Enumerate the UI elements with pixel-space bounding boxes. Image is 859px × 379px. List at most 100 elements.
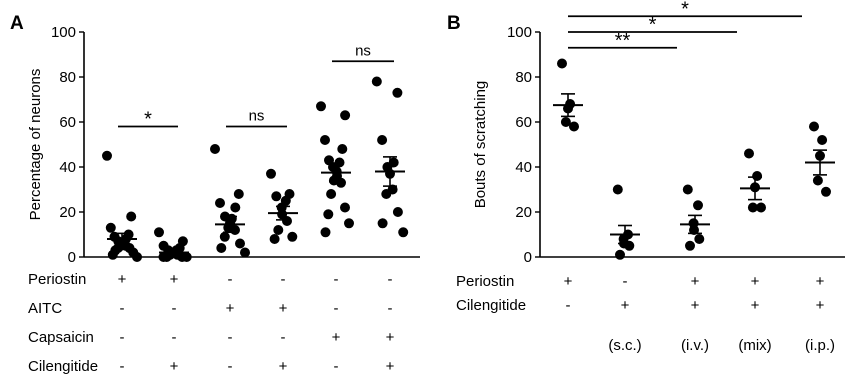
data-point bbox=[569, 121, 579, 132]
data-point bbox=[230, 202, 241, 213]
data-point bbox=[126, 211, 137, 222]
route-label: (s.c.) bbox=[608, 337, 641, 354]
data-point bbox=[812, 175, 823, 186]
data-point bbox=[266, 168, 276, 179]
y-tick-label: 100 bbox=[507, 24, 532, 41]
data-point bbox=[809, 121, 819, 132]
data-point bbox=[377, 135, 388, 145]
y-tick-label: 40 bbox=[59, 159, 76, 176]
data-point bbox=[215, 198, 225, 208]
data-point bbox=[287, 231, 298, 242]
data-point bbox=[273, 225, 284, 235]
data-point bbox=[398, 227, 409, 238]
data-point bbox=[282, 216, 292, 226]
y-tick-label: 20 bbox=[515, 204, 532, 221]
condition-value: + bbox=[279, 358, 288, 375]
condition-value: - bbox=[334, 300, 339, 317]
y-axis-label: Bouts of scratching bbox=[472, 81, 489, 209]
condition-value: + bbox=[332, 329, 341, 346]
data-point bbox=[316, 101, 326, 112]
condition-value: - bbox=[281, 271, 286, 288]
condition-value: + bbox=[691, 273, 700, 290]
data-point bbox=[821, 186, 831, 197]
condition-label: Capsaicin bbox=[28, 329, 94, 346]
y-tick-label: 0 bbox=[68, 249, 76, 266]
condition-value: - bbox=[172, 329, 177, 346]
y-tick-label: 40 bbox=[515, 159, 532, 176]
y-tick-label: 0 bbox=[524, 249, 532, 266]
condition-value: - bbox=[623, 273, 628, 290]
condition-value: - bbox=[120, 329, 125, 346]
data-point bbox=[181, 252, 192, 262]
condition-value: + bbox=[118, 271, 127, 288]
condition-value: - bbox=[228, 358, 233, 375]
data-point bbox=[557, 58, 567, 69]
condition-value: - bbox=[281, 329, 286, 346]
data-point bbox=[320, 135, 330, 145]
y-tick-label: 80 bbox=[59, 69, 76, 86]
data-point bbox=[340, 110, 351, 121]
data-point bbox=[682, 184, 693, 195]
data-point bbox=[154, 227, 164, 238]
data-point bbox=[235, 238, 245, 249]
condition-label: Periostin bbox=[28, 271, 86, 288]
condition-value: - bbox=[120, 300, 125, 317]
condition-value: - bbox=[120, 358, 125, 375]
data-point bbox=[102, 150, 112, 161]
data-point bbox=[233, 189, 244, 199]
data-point bbox=[230, 225, 240, 235]
data-point bbox=[269, 234, 280, 244]
significance-label: * bbox=[144, 109, 152, 131]
data-point bbox=[219, 231, 230, 242]
y-tick-label: 100 bbox=[51, 24, 76, 41]
data-point bbox=[105, 222, 116, 233]
condition-value: + bbox=[564, 273, 573, 290]
y-axis-label: Percentage of neurons bbox=[27, 69, 44, 221]
condition-value: + bbox=[170, 358, 179, 375]
data-point bbox=[615, 249, 625, 260]
condition-value: + bbox=[170, 271, 179, 288]
route-label: (mix) bbox=[738, 337, 771, 354]
route-label: (i.p.) bbox=[805, 337, 835, 354]
data-point bbox=[694, 234, 705, 244]
condition-value: + bbox=[386, 329, 395, 346]
data-point bbox=[271, 191, 282, 202]
condition-value: + bbox=[751, 297, 760, 314]
condition-value: - bbox=[334, 358, 339, 375]
data-point bbox=[132, 252, 142, 262]
condition-value: + bbox=[279, 300, 288, 317]
condition-value: + bbox=[691, 297, 700, 314]
data-point bbox=[560, 117, 571, 127]
data-point bbox=[320, 227, 331, 238]
data-point bbox=[685, 240, 695, 251]
significance-label: ns bbox=[355, 42, 371, 59]
condition-value: - bbox=[228, 329, 233, 346]
data-point bbox=[612, 184, 623, 195]
data-point bbox=[752, 171, 763, 181]
data-point bbox=[371, 76, 382, 87]
condition-label: AITC bbox=[28, 300, 62, 317]
data-point bbox=[381, 189, 392, 199]
data-point bbox=[323, 209, 334, 220]
condition-value: - bbox=[228, 271, 233, 288]
data-point bbox=[216, 243, 227, 253]
condition-value: + bbox=[621, 297, 630, 314]
condition-value: + bbox=[226, 300, 235, 317]
condition-label: Cilengitide bbox=[28, 358, 98, 375]
significance-label: ns bbox=[249, 108, 265, 125]
y-tick-label: 60 bbox=[59, 114, 76, 131]
data-point bbox=[340, 202, 350, 213]
condition-value: - bbox=[172, 300, 177, 317]
data-point bbox=[240, 247, 250, 258]
condition-value: + bbox=[816, 297, 825, 314]
data-point bbox=[689, 225, 699, 235]
data-point bbox=[693, 200, 703, 211]
data-point bbox=[107, 249, 118, 260]
condition-label: Cilengitide bbox=[456, 297, 526, 314]
data-point bbox=[744, 148, 754, 159]
condition-value: - bbox=[334, 271, 339, 288]
significance-label: ** bbox=[615, 30, 631, 52]
y-tick-label: 60 bbox=[515, 114, 532, 131]
condition-value: + bbox=[386, 358, 395, 375]
condition-value: - bbox=[566, 297, 571, 314]
